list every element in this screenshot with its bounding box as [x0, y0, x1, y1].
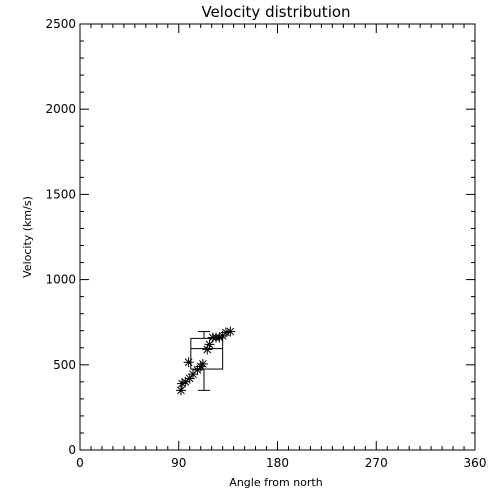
y-axis-label: Velocity (km/s) [21, 196, 34, 278]
x-tick-label: 360 [464, 456, 487, 470]
x-tick-label: 180 [266, 456, 289, 470]
tick-layer: 0 90 180 270 360 0 500 1000 1500 2000 2500 [45, 17, 486, 470]
data-point [197, 358, 208, 369]
x-tick-label: 90 [171, 456, 186, 470]
data-point [225, 326, 236, 337]
plot-frame [79, 23, 476, 451]
y-tick-label: 0 [68, 443, 76, 457]
y-tick-label: 2500 [45, 17, 76, 31]
data-point-layer [175, 326, 236, 396]
data-point [175, 385, 186, 396]
data-point [188, 369, 199, 380]
boxplot-layer [190, 331, 224, 391]
x-tick-label: 270 [365, 456, 388, 470]
y-tick-label: 500 [53, 358, 76, 372]
boxplot-box [190, 337, 224, 370]
chart-title: Velocity distribution [201, 3, 350, 21]
y-tick-label: 1000 [45, 273, 76, 287]
x-tick-label: 0 [76, 456, 84, 470]
y-tick-label: 1500 [45, 187, 76, 201]
data-point [183, 357, 194, 368]
y-tick-label: 2000 [45, 102, 76, 116]
x-axis-label: Angle from north [229, 476, 322, 489]
